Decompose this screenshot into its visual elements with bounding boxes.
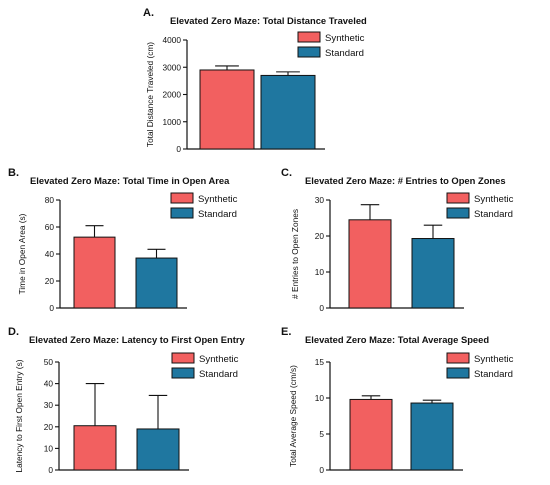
legend-swatch-standard — [170, 207, 194, 219]
legend-swatch-synthetic — [171, 352, 195, 364]
legend-label-synthetic: Synthetic — [474, 194, 514, 205]
y-tick-label: 0 — [319, 465, 324, 475]
y-tick-label: 0 — [48, 465, 53, 475]
bar-standard — [136, 428, 180, 471]
y-tick-label: 0 — [49, 303, 54, 313]
y-tick-label: 50 — [44, 357, 54, 367]
chart-panel-e: E. Elevated Zero Maze: Total Average Spee… — [281, 326, 514, 475]
panel-label: D. — [8, 326, 19, 338]
y-tick-label: 30 — [315, 195, 325, 205]
bar-synthetic — [73, 425, 117, 471]
bar-synthetic — [349, 398, 393, 471]
y-tick-label: 0 — [319, 303, 324, 313]
legend-label-synthetic: Synthetic — [474, 354, 514, 365]
bar-synthetic — [199, 69, 255, 150]
chart-title: Elevated Zero Maze: # Entries to Open Zo… — [305, 175, 506, 186]
bar-synthetic — [348, 219, 392, 309]
chart-title: Elevated Zero Maze: Total Time in Open A… — [30, 175, 230, 186]
legend-swatch-standard — [446, 367, 470, 379]
y-tick-label: 30 — [44, 400, 54, 410]
y-tick-label: 3000 — [163, 62, 182, 72]
legend-swatch-synthetic — [446, 352, 470, 364]
legend-label-synthetic: Synthetic — [198, 194, 238, 205]
y-axis-label: Time in Open Area (s) — [17, 213, 27, 294]
panel-label: E. — [281, 326, 291, 338]
panel-label: A. — [143, 7, 154, 19]
bar-standard — [135, 257, 178, 309]
legend-label-standard: Standard — [325, 48, 364, 59]
y-axis-label: Total Distance Traveled (cm) — [145, 42, 155, 147]
y-tick-label: 80 — [45, 195, 55, 205]
y-tick-label: 1000 — [163, 117, 182, 127]
legend-swatch-standard — [297, 46, 321, 58]
legend-label-synthetic: Synthetic — [325, 33, 365, 44]
y-tick-label: 20 — [45, 276, 55, 286]
bar-standard — [410, 402, 454, 471]
bar-standard — [411, 238, 455, 309]
legend-swatch-synthetic — [446, 192, 470, 204]
legend-label-standard: Standard — [199, 369, 238, 380]
y-tick-label: 5 — [319, 429, 324, 439]
y-tick-label: 0 — [176, 144, 181, 154]
legend-label-synthetic: Synthetic — [199, 354, 239, 365]
bar-standard — [260, 74, 316, 150]
y-axis-label: Total Average Speed (cm/s) — [288, 365, 298, 467]
y-tick-label: 15 — [315, 357, 325, 367]
y-tick-label: 40 — [45, 249, 55, 259]
chart-title: Elevated Zero Maze: Total Average Speed — [305, 334, 489, 345]
y-axis-label: # Entries to Open Zones — [290, 209, 300, 299]
legend-swatch-synthetic — [170, 192, 194, 204]
chart-panel-c: C. Elevated Zero Maze: # Entries to Open … — [281, 167, 514, 313]
chart-panel-d: D. Elevated Zero Maze: Latency to First O… — [8, 326, 245, 475]
chart-panel-b: B. Elevated Zero Maze: Total Time in Open… — [8, 167, 238, 313]
chart-panel-a: A. Elevated Zero Maze: Total Distance Tra… — [143, 7, 367, 154]
legend-swatch-standard — [446, 207, 470, 219]
panel-label: C. — [281, 167, 292, 179]
y-tick-label: 10 — [315, 267, 325, 277]
panel-label: B. — [8, 167, 19, 179]
y-tick-label: 20 — [44, 422, 54, 432]
y-tick-label: 10 — [315, 393, 325, 403]
y-tick-label: 20 — [315, 231, 325, 241]
legend-label-standard: Standard — [474, 369, 513, 380]
legend-swatch-standard — [171, 367, 195, 379]
chart-title: Elevated Zero Maze: Total Distance Trave… — [170, 15, 367, 26]
y-tick-label: 4000 — [163, 35, 182, 45]
chart-title: Elevated Zero Maze: Latency to First Ope… — [29, 334, 245, 345]
y-tick-label: 60 — [45, 222, 55, 232]
y-tick-label: 2000 — [163, 90, 182, 100]
legend-label-standard: Standard — [198, 209, 237, 220]
bar-synthetic — [73, 236, 116, 309]
y-axis-label: Latency to First Open Entry (s) — [14, 359, 24, 472]
legend-label-standard: Standard — [474, 209, 513, 220]
y-tick-label: 40 — [44, 379, 54, 389]
legend-swatch-synthetic — [297, 31, 321, 43]
y-tick-label: 10 — [44, 443, 54, 453]
